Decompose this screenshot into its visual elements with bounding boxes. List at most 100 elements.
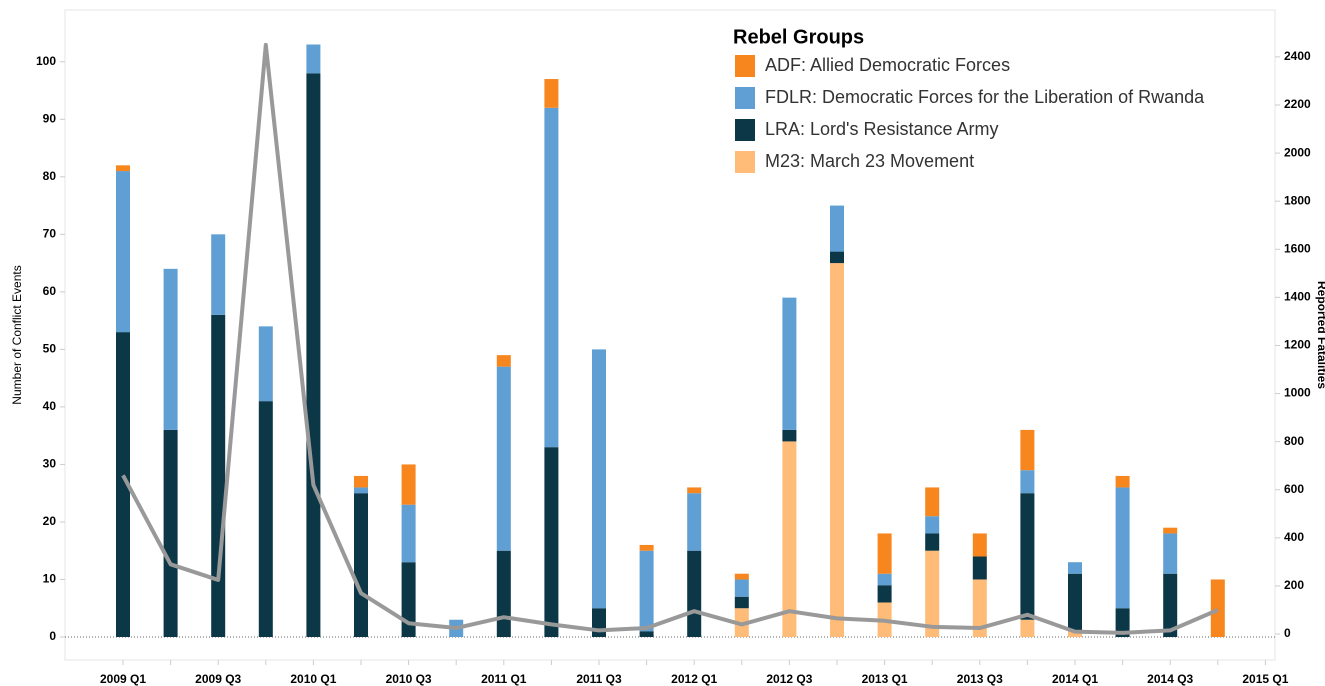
y2-tick-label: 800 xyxy=(1284,434,1304,448)
y-tick-label: 20 xyxy=(43,514,57,528)
y2-tick-label: 2400 xyxy=(1284,49,1311,63)
bar-segment xyxy=(972,533,987,557)
x-tick-label: 2010 Q3 xyxy=(386,672,432,686)
legend-swatch xyxy=(735,55,755,77)
bar-segment xyxy=(211,314,226,637)
bar-segment xyxy=(163,429,178,637)
bar-segment xyxy=(1020,429,1035,471)
bar-segment xyxy=(687,493,702,551)
legend-title: Rebel Groups xyxy=(733,26,864,48)
y-tick-label: 30 xyxy=(43,457,57,471)
bar-segment xyxy=(1115,475,1130,488)
x-tick-label: 2011 Q3 xyxy=(576,672,622,686)
y-tick-label: 10 xyxy=(43,572,57,586)
x-tick-label: 2014 Q1 xyxy=(1052,672,1098,686)
legend-swatch xyxy=(735,87,755,109)
bar-segment xyxy=(734,579,749,597)
y-tick-label: 40 xyxy=(43,399,57,413)
bar-segment xyxy=(592,349,606,609)
bar-segment xyxy=(116,171,130,333)
y2-tick-label: 1600 xyxy=(1284,241,1311,255)
legend-label: LRA: Lord's Resistance Army xyxy=(765,119,999,139)
bar-segment xyxy=(211,234,226,315)
bar-segment xyxy=(496,355,511,367)
bar-segment xyxy=(496,366,511,551)
bar-segment xyxy=(354,487,368,494)
bar-segment xyxy=(306,44,321,74)
y-tick-label: 80 xyxy=(43,169,57,183)
y-tick-label: 60 xyxy=(43,284,57,298)
bar-segment xyxy=(1068,573,1082,632)
fatalities-line xyxy=(121,42,1219,635)
bar-segment xyxy=(1020,619,1035,637)
legend-swatch xyxy=(735,119,755,141)
bar-segment xyxy=(1163,573,1178,637)
legend-label: FDLR: Democratic Forces for the Liberati… xyxy=(765,87,1205,107)
bar-segment xyxy=(925,533,940,551)
bar-segment xyxy=(163,268,178,430)
y2-tick-label: 1000 xyxy=(1284,386,1311,400)
x-tick-label: 2009 Q1 xyxy=(100,672,146,686)
bar-segment xyxy=(1068,631,1082,637)
bar-segment xyxy=(972,579,987,637)
bar-segment xyxy=(401,464,416,505)
y-tick-label: 90 xyxy=(43,111,57,125)
bar-segment xyxy=(354,493,368,637)
bar-segment xyxy=(401,504,416,563)
x-tick-label: 2013 Q1 xyxy=(862,672,908,686)
y2-tick-label: 2000 xyxy=(1284,145,1311,159)
bar-segment xyxy=(734,596,749,609)
bar-segment xyxy=(544,107,559,448)
bar-segment xyxy=(639,550,654,632)
bar-segment xyxy=(972,556,987,580)
legend-swatch xyxy=(735,151,755,173)
bar-segment xyxy=(258,401,273,637)
plot-frame xyxy=(64,9,1276,661)
x-tick-label: 2012 Q3 xyxy=(766,672,812,686)
bar-segment xyxy=(1020,493,1035,620)
y-tick-label: 50 xyxy=(43,342,57,356)
bar-segment xyxy=(639,631,654,637)
bar-segment xyxy=(1020,470,1035,494)
bar-segment xyxy=(1115,487,1130,609)
x-tick-label: 2012 Q1 xyxy=(671,672,717,686)
bar-segment xyxy=(354,475,368,488)
bar-segment xyxy=(830,205,844,252)
bar-segment xyxy=(116,165,130,172)
legend-label: M23: March 23 Movement xyxy=(765,151,974,171)
bar-segment xyxy=(401,562,416,637)
y2-tick-label: 1400 xyxy=(1284,290,1311,304)
x-tick-label: 2013 Q3 xyxy=(957,672,1003,686)
bar-segment xyxy=(116,332,130,637)
bar-segment xyxy=(734,573,749,580)
x-tick-label: 2014 Q3 xyxy=(1147,672,1193,686)
bar-segment xyxy=(830,263,844,637)
bar-segment xyxy=(306,73,321,637)
bar-segment xyxy=(1163,533,1178,574)
bar-segment xyxy=(925,550,940,637)
bar-segment xyxy=(782,429,797,442)
y-axis-label: Number of Conflict Events xyxy=(10,265,24,404)
x-tick-label: 2015 Q1 xyxy=(1242,672,1288,686)
y2-tick-label: 1200 xyxy=(1284,338,1311,352)
legend-label: ADF: Allied Democratic Forces xyxy=(765,55,1010,75)
x-tick-label: 2009 Q3 xyxy=(195,672,241,686)
bar-segment xyxy=(782,297,797,430)
bar-segment xyxy=(639,544,654,551)
bar-segment xyxy=(877,573,892,586)
y2-tick-label: 400 xyxy=(1284,530,1304,544)
bar-segment xyxy=(782,441,797,637)
x-tick-label: 2010 Q1 xyxy=(290,672,336,686)
bar-segment xyxy=(592,608,606,637)
y2-tick-label: 2200 xyxy=(1284,97,1311,111)
y2-tick-label: 0 xyxy=(1284,626,1291,640)
bar-segment xyxy=(1115,608,1130,637)
bar-segment xyxy=(544,447,559,637)
y2-tick-label: 1800 xyxy=(1284,193,1311,207)
y2-tick-label: 200 xyxy=(1284,578,1304,592)
bar-segment xyxy=(496,550,511,637)
bar-segment xyxy=(877,533,892,574)
bar-segment xyxy=(258,326,273,402)
bar-segment xyxy=(925,516,940,534)
